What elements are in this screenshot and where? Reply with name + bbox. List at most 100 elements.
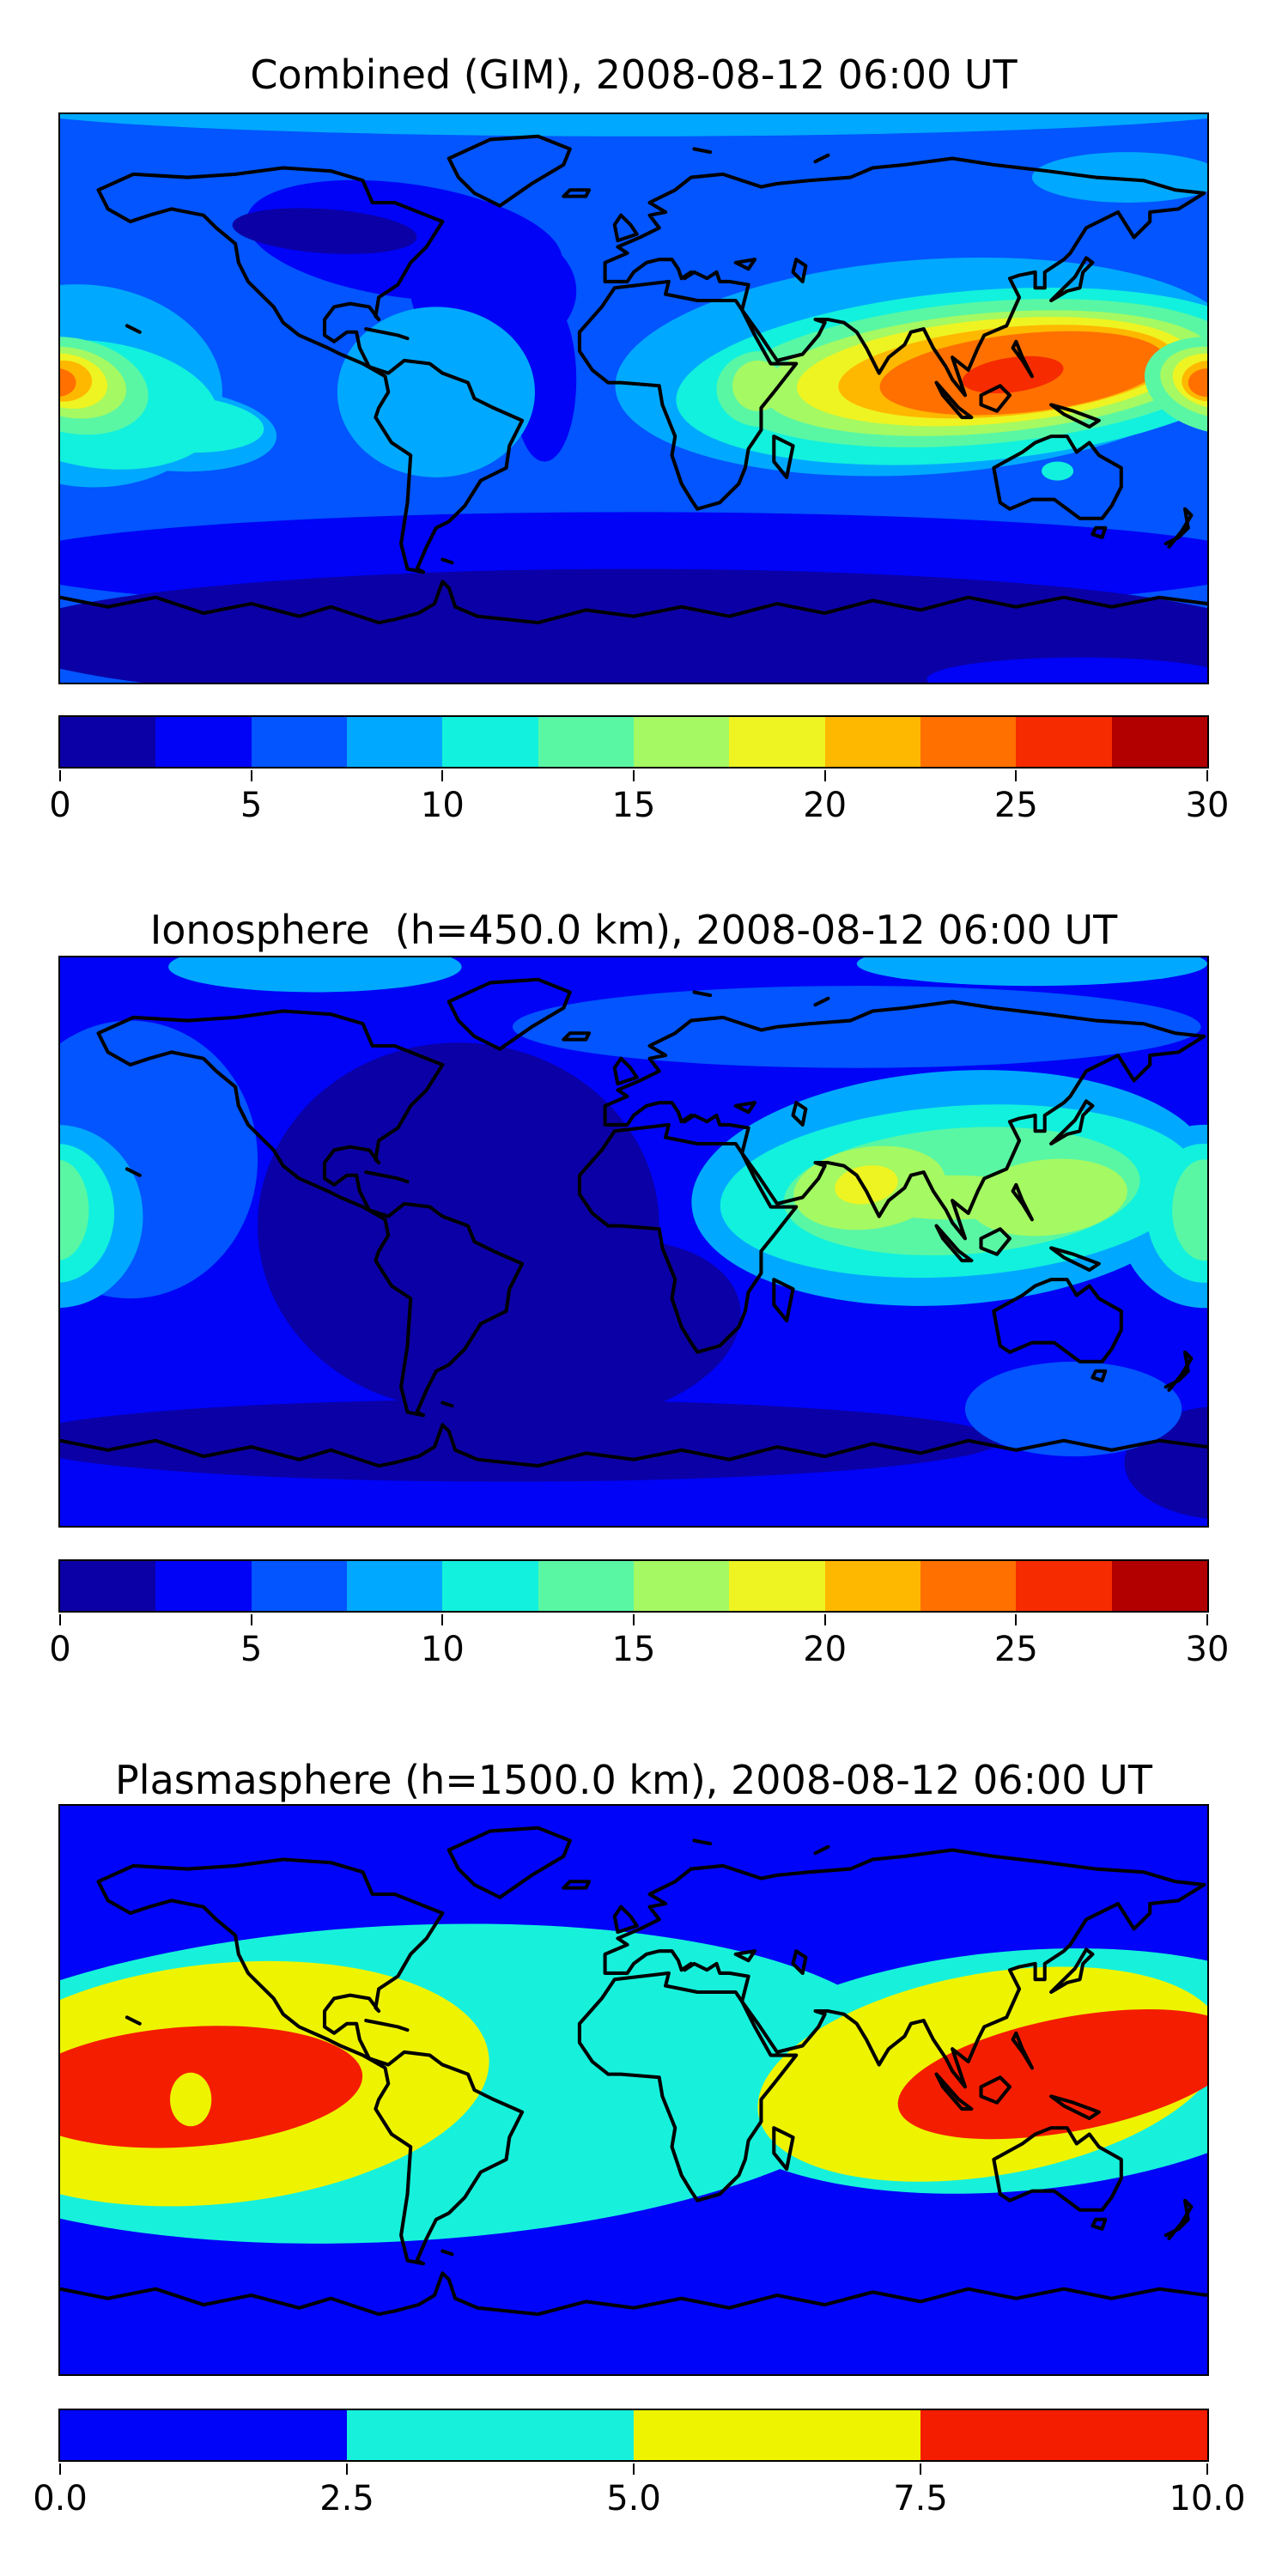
colorbar-tick-mark (1206, 1614, 1208, 1625)
colorbar-segment (824, 717, 920, 767)
coastline-path (612, 1905, 639, 1935)
panel-title-ionosphere: Ionosphere (h=450.0 km), 2008-08-12 06:0… (149, 907, 1118, 953)
colorbar: 0.0 2.5 5.0 7.5 10.0 (33, 2409, 1246, 2518)
colorbar-tick-mark (633, 770, 635, 781)
colorbar: 0 5 10 15 20 25 30 (49, 1559, 1229, 1669)
colorbar-tick-label: 20 (803, 1630, 848, 1669)
colorbar-tick-mark (59, 2464, 61, 2475)
colorbar-tick-label: 30 (1185, 1630, 1230, 1669)
colorbar-tick-mark (441, 770, 444, 781)
colorbar-tick-label: 0 (49, 786, 71, 825)
colorbar-segment (60, 1561, 156, 1611)
coastline-path (791, 258, 808, 283)
colorbar-tick-mark (59, 1614, 61, 1625)
colorbar-segment (251, 1561, 347, 1611)
colorbar-tick-mark (250, 1614, 252, 1625)
colorbar-tick-label: 2.5 (319, 2479, 374, 2518)
map-canvas-plasmasphere (60, 1806, 1207, 2374)
contour-band-level-1 (60, 1399, 1000, 1482)
contour-band-level-8 (835, 1165, 898, 1205)
colorbar-tick-label: 5 (240, 786, 263, 825)
panel-title-combined: Combined (GIM), 2008-08-12 06:00 UT (250, 52, 1018, 98)
contour-band-level-10 (1188, 368, 1207, 398)
coastline-path (1049, 403, 1101, 429)
coastline-path (934, 1224, 974, 1263)
colorbar-segment (633, 717, 730, 767)
contour-band-level-4 (60, 114, 1207, 137)
contour-band-level-4 (856, 957, 1207, 987)
colorbar-tick-label: 15 (611, 786, 656, 825)
colorbar-segment (346, 1561, 443, 1611)
coastline-path (562, 1880, 592, 1890)
map-ionosphere (58, 956, 1209, 1528)
coastline-path (603, 156, 1206, 398)
contour-band-level-3 (170, 2072, 212, 2127)
contour-band-level-4 (168, 957, 462, 993)
colorbar-segment (60, 717, 156, 767)
colorbar-tick-label: 30 (1185, 786, 1230, 825)
coastline-path (447, 134, 572, 208)
colorbar-segment (729, 717, 825, 767)
coastlines (60, 977, 1207, 1468)
contour-band-level-4 (897, 2009, 1207, 2140)
coastline-path (772, 1278, 795, 1322)
colorbar-segment (1111, 717, 1207, 767)
coastline-path (979, 2075, 1012, 2105)
colorbar-segment (633, 1561, 730, 1611)
map-combined (58, 112, 1209, 684)
colorbar-segment (729, 1561, 825, 1611)
colorbar-tick-mark (441, 1614, 444, 1625)
coastline-path (772, 2126, 795, 2171)
coastline-path (1049, 1099, 1095, 1146)
coastline-path (772, 434, 795, 479)
colorbar-tick-label: 25 (993, 1630, 1038, 1669)
coastline-path (1163, 2198, 1194, 2240)
colorbar-segment (538, 1561, 634, 1611)
colorbar-tick-label: 25 (993, 786, 1038, 825)
coastline-path (1011, 2031, 1034, 2070)
colorbar-segment (1016, 717, 1112, 767)
coastline-path (447, 977, 572, 1051)
coastline-path (1163, 507, 1194, 549)
colorbar-segment (442, 1561, 538, 1611)
coastline-path (733, 1949, 757, 1963)
contour-band-level-1 (232, 208, 417, 254)
coastline-path (440, 557, 454, 565)
map-canvas-ionosphere (60, 957, 1207, 1526)
colorbar-tick-mark (633, 2464, 635, 2475)
colorbar-tick-label: 5 (240, 1630, 263, 1669)
colorbar-segment (1111, 1561, 1207, 1611)
coastline-path (60, 580, 1207, 625)
contour-band-level-2 (927, 657, 1207, 683)
colorbar-segment (920, 717, 1017, 767)
coastline-path (562, 188, 592, 198)
colorbar-tick-mark (250, 770, 252, 781)
coastline-path (813, 153, 830, 164)
colorbar-tick-label: 10.0 (1169, 2479, 1246, 2518)
contour-band-level-7 (732, 360, 784, 411)
contour-band-level-10 (60, 368, 76, 397)
colorbar-tick-mark (633, 1614, 635, 1625)
coastline-path (733, 258, 757, 271)
coastline-path (364, 2019, 410, 2032)
coastline-path (1011, 1182, 1034, 1222)
coastline-path (1049, 2094, 1101, 2121)
contour-band-level-6 (60, 1159, 89, 1261)
colorbar-tick-mark (59, 770, 61, 781)
contour-band-level-1 (60, 568, 1207, 683)
contour-band-level-4 (337, 307, 535, 477)
colorbar-strip (60, 717, 1207, 767)
colorbar-tick-label: 20 (803, 786, 848, 825)
coastline-path (364, 327, 410, 341)
colorbar-tick-label: 0 (49, 1630, 71, 1669)
coastline-path (125, 324, 142, 334)
contour-band-level-11 (962, 355, 1064, 394)
colorbar-tick-mark (823, 770, 826, 781)
coastline-path (440, 1400, 454, 1408)
coastline-path (992, 434, 1123, 520)
colorbar-segment (251, 717, 347, 767)
coastline-path (934, 2072, 974, 2111)
colorbar-segment (60, 2410, 347, 2460)
colorbar-tick-mark (1206, 2464, 1208, 2475)
coastline-path (364, 1170, 410, 1184)
